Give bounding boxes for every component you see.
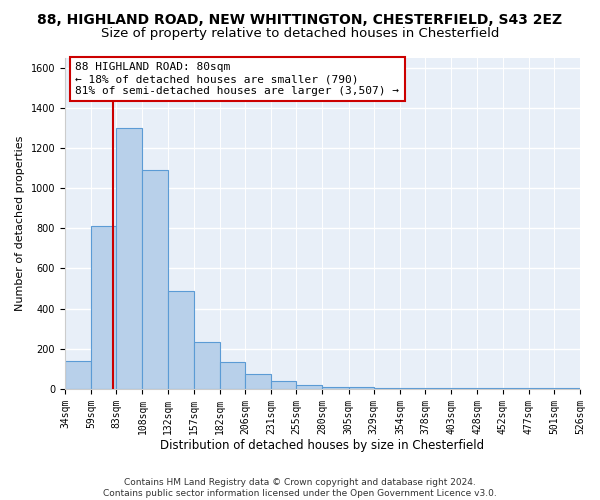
Text: 88 HIGHLAND ROAD: 80sqm
← 18% of detached houses are smaller (790)
81% of semi-d: 88 HIGHLAND ROAD: 80sqm ← 18% of detache… xyxy=(75,62,399,96)
Bar xyxy=(220,362,245,389)
Y-axis label: Number of detached properties: Number of detached properties xyxy=(15,136,25,311)
Bar xyxy=(349,387,374,389)
Bar xyxy=(65,361,91,389)
Bar xyxy=(167,290,194,389)
Bar xyxy=(116,128,142,389)
Bar xyxy=(296,385,322,389)
Bar xyxy=(503,388,529,389)
Bar xyxy=(425,388,451,389)
Text: Size of property relative to detached houses in Chesterfield: Size of property relative to detached ho… xyxy=(101,28,499,40)
Bar xyxy=(142,170,167,389)
Text: Contains HM Land Registry data © Crown copyright and database right 2024.
Contai: Contains HM Land Registry data © Crown c… xyxy=(103,478,497,498)
Bar xyxy=(374,388,400,389)
Bar xyxy=(554,388,580,389)
Bar xyxy=(245,374,271,389)
Bar xyxy=(478,388,503,389)
Bar xyxy=(271,381,296,389)
Bar xyxy=(451,388,478,389)
Bar xyxy=(400,388,425,389)
Text: 88, HIGHLAND ROAD, NEW WHITTINGTON, CHESTERFIELD, S43 2EZ: 88, HIGHLAND ROAD, NEW WHITTINGTON, CHES… xyxy=(37,12,563,26)
X-axis label: Distribution of detached houses by size in Chesterfield: Distribution of detached houses by size … xyxy=(160,440,485,452)
Bar xyxy=(322,387,349,389)
Bar xyxy=(529,388,554,389)
Bar xyxy=(194,342,220,389)
Bar xyxy=(91,226,116,389)
